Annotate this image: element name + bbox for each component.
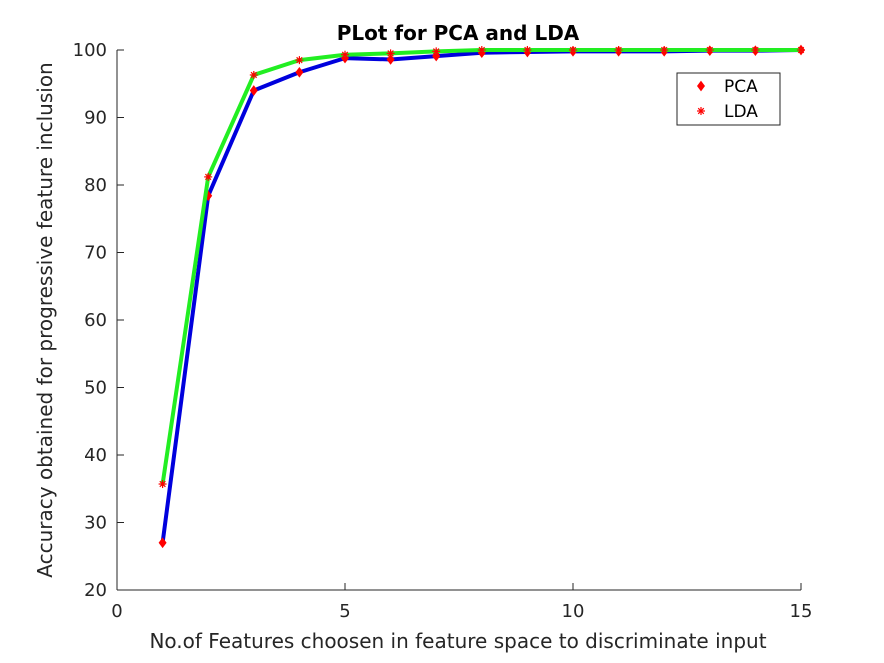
y-tick-label: 30 [84, 513, 107, 534]
legend-entry-pca: PCA [724, 77, 758, 97]
lda-marker-stroke [752, 46, 759, 54]
lda-marker-stroke [615, 46, 622, 54]
pca-marker [697, 80, 705, 92]
lda-marker [204, 172, 213, 181]
x-tick-label: 10 [562, 601, 585, 622]
lda-marker-stroke [432, 48, 440, 55]
lda-marker [751, 46, 760, 54]
lda-marker-stroke [478, 46, 486, 54]
legend-box [676, 72, 781, 126]
y-tick-label: 20 [84, 580, 107, 601]
legend-entry-lda: LDA [724, 102, 758, 122]
y-tick-label: 100 [73, 40, 107, 61]
y-axis-label: Accuracy obtained for progressive featur… [33, 62, 57, 577]
lda-marker [341, 50, 349, 59]
y-tick-label: 50 [84, 378, 107, 399]
lda-marker-stroke [204, 173, 212, 181]
lda-marker-stroke [341, 51, 349, 58]
lda-marker [158, 480, 167, 489]
pca-marker [249, 85, 258, 96]
lda-marker [660, 46, 669, 54]
data-series [158, 44, 805, 549]
lda-marker [569, 46, 577, 54]
lda-marker [705, 46, 714, 54]
axes [116, 49, 802, 591]
y-tick-label: 90 [84, 108, 107, 129]
lda-marker-stroke [159, 480, 166, 488]
x-tick-label: 15 [790, 601, 813, 622]
lda-marker-stroke [697, 107, 705, 115]
tick-labels: 0 5 10 15 20 30 40 50 60 70 80 90 100 [73, 40, 813, 622]
lda-marker [697, 107, 705, 115]
lda-marker [249, 70, 258, 79]
lda-marker [523, 46, 532, 54]
chart-title: PLot for PCA and LDA [337, 21, 580, 45]
lda-marker-stroke [387, 50, 394, 57]
lda-marker-stroke [296, 56, 303, 64]
pca-marker [158, 537, 167, 549]
y-tick-label: 70 [84, 243, 107, 264]
x-tick-label: 0 [111, 601, 122, 622]
pca-marker [386, 54, 395, 65]
legend: PCA LDA [676, 72, 781, 126]
lda-marker-stroke [660, 46, 668, 54]
lda-marker [432, 47, 441, 56]
y-tick-label: 40 [84, 445, 107, 466]
lda-marker-stroke [524, 46, 531, 54]
lda-marker [386, 49, 395, 58]
lda-marker-stroke [706, 46, 714, 54]
x-tick-label: 5 [339, 601, 350, 622]
pca-marker [295, 66, 304, 78]
lda-marker [797, 46, 805, 54]
lda-marker [614, 46, 623, 54]
lda-marker-stroke [797, 46, 805, 54]
lda-marker-stroke [569, 46, 577, 54]
lda-marker-stroke [250, 71, 258, 79]
lda-marker [295, 56, 304, 65]
x-axis-label: No.of Features choosen in feature space … [149, 629, 766, 653]
y-tick-label: 80 [84, 175, 107, 196]
lda-marker [477, 46, 486, 54]
y-tick-label: 60 [84, 310, 107, 331]
